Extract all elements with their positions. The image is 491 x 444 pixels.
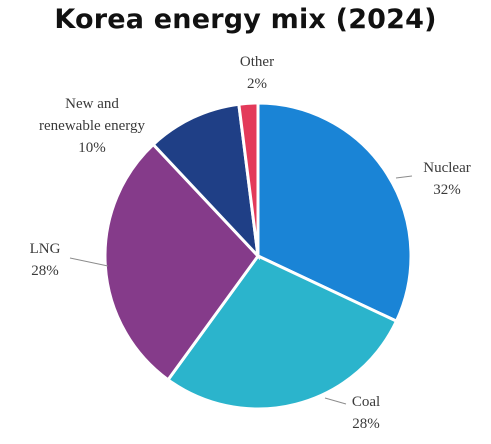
leader-line-coal	[324, 397, 347, 405]
leader-lines	[69, 175, 413, 405]
slice-value-other: 2%	[247, 76, 267, 92]
pie-slice-coal	[165, 254, 399, 411]
pie-slice-nuclear	[256, 101, 413, 324]
slice-value-renewable: 10%	[78, 140, 106, 156]
slice-value-coal: 28%	[352, 416, 380, 432]
slice-label-other: Other	[240, 54, 274, 70]
slice-label-nuclear: Nuclear	[423, 160, 470, 176]
slice-label-coal: Coal	[352, 394, 380, 410]
pie-slice-other	[237, 101, 260, 257]
pie-slices	[103, 101, 413, 411]
leader-line-lng	[69, 257, 109, 267]
pie-slice-renewable	[151, 102, 261, 261]
slice-value-lng: 28%	[31, 263, 59, 279]
slice-label-renewable-line1: New and	[65, 96, 119, 112]
chart-title: Korea energy mix (2024)	[54, 4, 437, 35]
slice-value-nuclear: 32%	[433, 182, 461, 198]
slice-label-lng: LNG	[30, 241, 61, 257]
leader-line-nuclear	[395, 175, 413, 179]
slice-label-renewable-line2: renewable energy	[39, 118, 145, 134]
